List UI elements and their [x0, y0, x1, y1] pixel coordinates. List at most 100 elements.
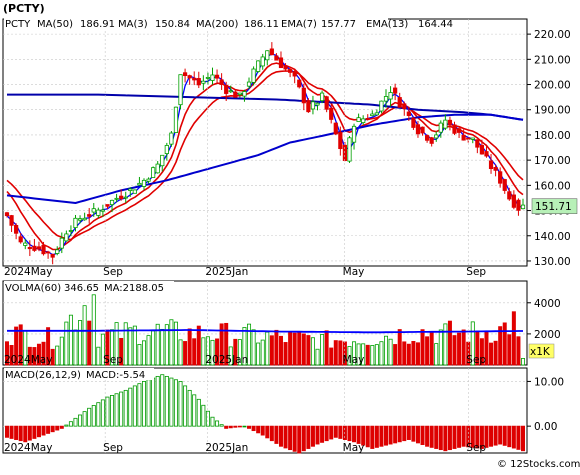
- macd-bar: [146, 379, 151, 427]
- candle-body: [137, 182, 142, 186]
- macd-bar: [338, 425, 343, 439]
- volume-bar: [306, 335, 311, 366]
- volume-bar: [187, 328, 192, 366]
- volume-bar: [356, 343, 361, 366]
- macd-bar: [397, 425, 402, 443]
- macd-bar: [452, 425, 457, 449]
- volume-bar: [242, 327, 247, 366]
- legend-ma200-label: MA(200): [196, 19, 238, 30]
- price-candles: [4, 42, 526, 265]
- macd-bar: [137, 383, 142, 427]
- legend-ma50-value: 186.91: [80, 19, 115, 30]
- macd-bar: [333, 425, 338, 438]
- macd-bar: [105, 396, 110, 427]
- macd-label: MACD(26,12,9): [5, 370, 81, 381]
- candle-body: [452, 124, 457, 134]
- volume-bar: [59, 336, 64, 366]
- candle-body: [488, 160, 494, 170]
- macd-bar: [27, 425, 32, 441]
- candle-body: [292, 71, 297, 77]
- macd-bar: [297, 425, 302, 454]
- candle-body: [260, 56, 265, 67]
- macd-bar: [96, 402, 101, 427]
- volume-bar: [420, 329, 425, 366]
- volume-bar: [507, 334, 512, 366]
- volume-bar: [224, 322, 229, 366]
- macd-bar: [187, 389, 192, 427]
- macd-bar: [155, 375, 160, 427]
- macd-bar: [119, 391, 124, 427]
- candle-body: [123, 196, 128, 199]
- macd-bar: [100, 399, 105, 427]
- volume-bar: [310, 337, 315, 366]
- macd-bar: [78, 414, 83, 427]
- candle-body: [119, 195, 124, 200]
- volume-bar: [338, 340, 343, 366]
- candle-body: [310, 101, 316, 110]
- macd-x-label: 2024May: [4, 442, 52, 454]
- candle-body: [520, 204, 526, 210]
- volume-bar: [14, 326, 19, 366]
- legend-ma3-value: 150.84: [155, 19, 190, 30]
- candle-body: [388, 92, 393, 100]
- macd-x-label: Sep: [466, 442, 486, 454]
- candle-body: [14, 224, 19, 234]
- macd-bar: [205, 410, 210, 427]
- macd-bar: [447, 425, 452, 451]
- candle-body: [45, 251, 51, 254]
- candle-body: [283, 65, 288, 70]
- candle-body: [498, 171, 503, 184]
- volume-bar: [119, 337, 124, 366]
- volume-bar: [516, 336, 521, 366]
- volume-bar: [278, 335, 283, 366]
- candle-body: [374, 112, 379, 116]
- candle-body: [27, 247, 32, 250]
- volume-bar: [78, 320, 83, 366]
- macd-x-axis: 2024May Sep 2025Jan May Sep: [4, 368, 486, 454]
- candle-body: [434, 134, 439, 139]
- candle-body: [415, 124, 421, 135]
- macd-bar: [315, 425, 320, 445]
- candle-body: [484, 151, 489, 157]
- macd-bar: [201, 404, 206, 427]
- candle-body: [114, 197, 119, 200]
- volume-bar: [114, 322, 119, 366]
- macd-bar: [511, 425, 516, 449]
- candle-body: [160, 154, 165, 167]
- volume-bar: [164, 324, 169, 366]
- volume-bar: [18, 324, 23, 366]
- volume-bar: [502, 322, 507, 366]
- macd-bar: [415, 425, 420, 444]
- volume-bar: [388, 338, 393, 366]
- macd-bar: [128, 387, 133, 427]
- volume-bar: [251, 329, 256, 366]
- price-x-label: Sep: [103, 266, 123, 278]
- macd-bar: [215, 420, 220, 427]
- macd-bar: [169, 377, 174, 427]
- macd-bar: [233, 425, 238, 428]
- candle-body: [379, 100, 384, 112]
- volume-bars: [5, 294, 526, 366]
- candle-body: [365, 118, 370, 120]
- volume-ma-label: MA:2188.05: [104, 283, 164, 294]
- volume-bar: [301, 333, 306, 366]
- macd-bar: [114, 393, 119, 427]
- volume-unit-text: x1K: [530, 346, 551, 358]
- volume-bar: [178, 339, 183, 366]
- macd-bar: [475, 425, 480, 449]
- macd-bar: [420, 425, 425, 446]
- volume-bar: [219, 323, 224, 366]
- macd-bar: [352, 425, 357, 443]
- volume-bar: [41, 341, 46, 366]
- candle-body: [41, 244, 46, 255]
- candle-body: [32, 245, 37, 251]
- macd-bar: [361, 425, 366, 446]
- volume-bar: [521, 358, 526, 366]
- macd-bar: [210, 416, 215, 427]
- volume-bar: [100, 333, 105, 366]
- macd-bar: [164, 375, 169, 427]
- volume-bar: [50, 348, 55, 366]
- macd-bar: [224, 425, 229, 429]
- macd-bar: [393, 425, 398, 444]
